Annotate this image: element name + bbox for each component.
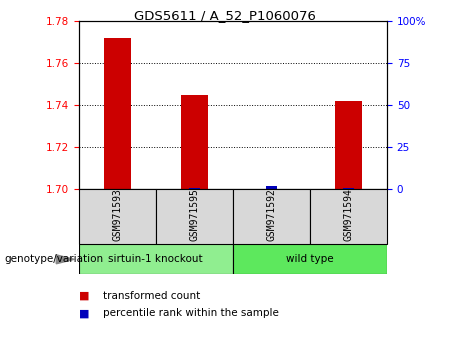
Text: GSM971595: GSM971595 [189, 188, 199, 240]
Text: transformed count: transformed count [104, 291, 201, 301]
Text: ■: ■ [79, 291, 93, 301]
Bar [343, 188, 354, 189]
Bar [79, 189, 156, 244]
Text: genotype/variation: genotype/variation [4, 254, 104, 264]
Text: GSM971593: GSM971593 [112, 188, 122, 240]
Bar [233, 244, 387, 274]
Text: GSM971592: GSM971592 [266, 188, 276, 240]
Text: GSM971594: GSM971594 [343, 188, 353, 240]
Text: ■: ■ [79, 308, 93, 318]
Text: GDS5611 / A_52_P1060076: GDS5611 / A_52_P1060076 [134, 9, 316, 22]
Bar [181, 95, 208, 189]
Bar [79, 244, 233, 274]
Bar [189, 188, 200, 189]
Text: sirtuin-1 knockout: sirtuin-1 knockout [108, 254, 203, 264]
Text: wild type: wild type [286, 254, 334, 264]
Bar [233, 189, 310, 244]
Bar [310, 189, 387, 244]
Bar [335, 101, 362, 189]
Text: percentile rank within the sample: percentile rank within the sample [104, 308, 279, 318]
Polygon shape [56, 255, 74, 264]
Bar [156, 189, 233, 244]
Bar [266, 186, 277, 189]
Bar [104, 38, 131, 189]
